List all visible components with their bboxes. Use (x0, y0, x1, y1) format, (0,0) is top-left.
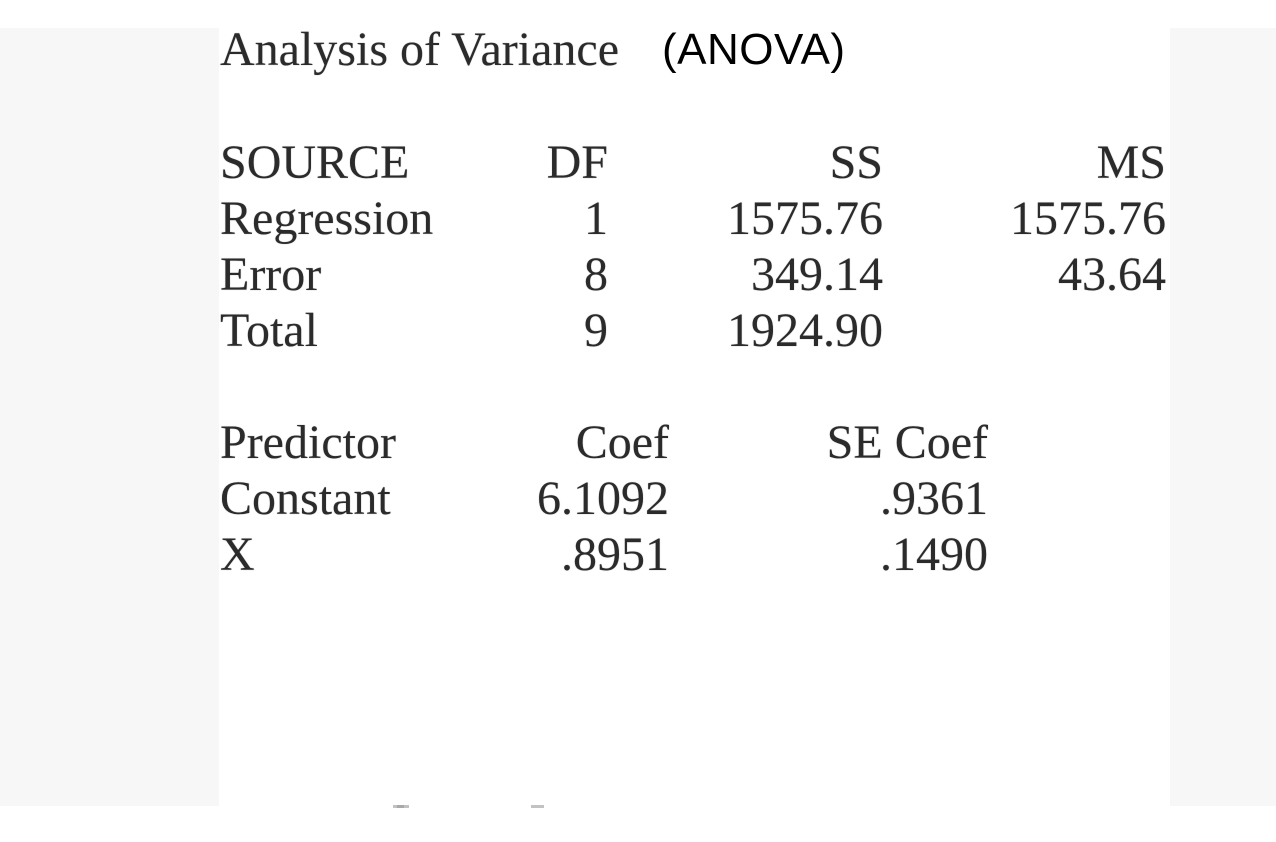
coef-header-coef: Coef (575, 416, 669, 469)
anova-ss-error: 349.14 (751, 248, 883, 301)
coef-header-row: Predictor Coef SE Coef (0, 419, 1276, 475)
anova-ms-error: 43.64 (1058, 248, 1166, 301)
anova-source-total: Total (220, 304, 318, 357)
table-row: Constant 6.1092 .9361 (0, 475, 1276, 531)
anova-df-error: 8 (584, 248, 608, 301)
scan-artifact-dash (393, 805, 409, 808)
table-row: X .8951 .1490 (0, 531, 1276, 587)
coef-header-se-coef: SE Coef (826, 416, 988, 469)
coef-value-constant: 6.1092 (537, 472, 669, 525)
anova-ss-regression: 1575.76 (727, 192, 883, 245)
viewer-margin-left (0, 28, 219, 806)
table-row: Regression 1 1575.76 1575.76 (0, 195, 1276, 251)
anova-source-error: Error (220, 248, 322, 301)
coef-header-predictor: Predictor (220, 416, 396, 469)
title-line: Analysis of Variance (ANOVA) (0, 26, 1276, 82)
coef-value-x: .8951 (561, 528, 669, 581)
anova-df-total: 9 (584, 304, 608, 357)
anova-ms-regression: 1575.76 (1010, 192, 1166, 245)
table-row: Error 8 349.14 43.64 (0, 251, 1276, 307)
anova-header-df: DF (546, 136, 608, 189)
se-coef-value-constant: .9361 (880, 472, 988, 525)
table-row: Total 9 1924.90 (0, 307, 1276, 363)
title-annotation: (ANOVA) (662, 25, 846, 74)
anova-source-regression: Regression (220, 192, 434, 245)
scan-artifact-dash (531, 805, 544, 808)
anova-ss-total: 1924.90 (727, 304, 883, 357)
anova-header-ms: MS (1096, 136, 1166, 189)
anova-header-ss: SS (829, 136, 883, 189)
coef-predictor-constant: Constant (220, 472, 391, 525)
anova-header-source: SOURCE (220, 136, 410, 189)
viewer-margin-right (1170, 28, 1276, 806)
coef-predictor-x: X (220, 528, 255, 581)
anova-df-regression: 1 (584, 192, 608, 245)
anova-header-row: SOURCE DF SS MS (0, 139, 1276, 195)
se-coef-value-x: .1490 (880, 528, 988, 581)
document-title: Analysis of Variance (220, 23, 619, 76)
